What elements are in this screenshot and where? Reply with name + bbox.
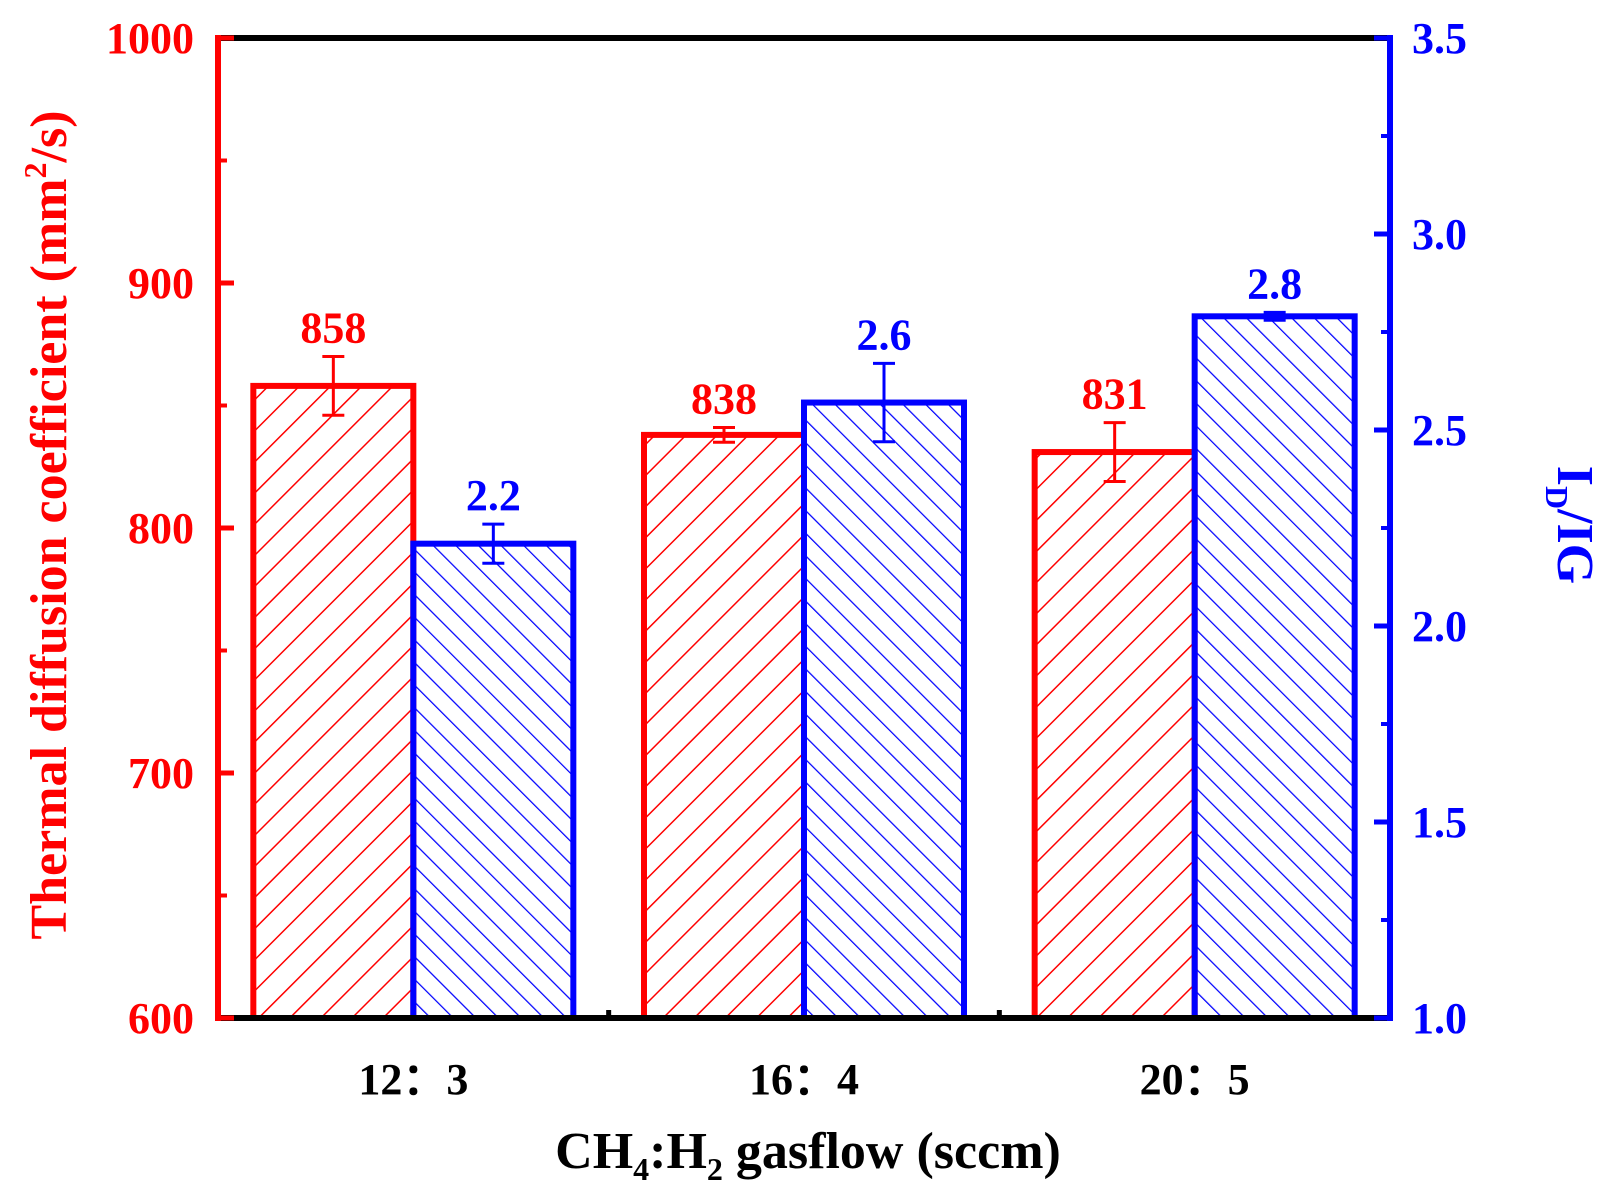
data-label-left-2: 831 — [1082, 370, 1148, 419]
bars-layer — [250, 310, 1358, 1021]
bar-right-2 — [1191, 313, 1358, 1021]
y-right-tick-label-1: 1.5 — [1412, 798, 1467, 847]
bar-left-0 — [250, 382, 417, 1021]
data-label-right-1: 2.6 — [857, 310, 912, 359]
bar-left-1 — [641, 431, 807, 1021]
y-left-tick-label-2: 800 — [128, 504, 194, 553]
y-left-tick-label-4: 1000 — [106, 14, 194, 63]
y-left-tick-label-1: 700 — [128, 749, 194, 798]
x-axis-title: CH4:H2 gasflow (sccm) — [555, 1123, 1061, 1187]
y-left-tick-label-0: 600 — [128, 994, 194, 1043]
axes-layer: 600 700 800 900 1000 1.0 1.5 2.0 2.5 3.0 3.5 12：3 16… — [106, 14, 1467, 1104]
data-label-right-0: 2.2 — [466, 471, 521, 520]
y-right-tick-label-5: 3.5 — [1412, 14, 1467, 63]
bar-right-0 — [410, 540, 577, 1021]
y-right-tick-label-0: 1.0 — [1412, 994, 1467, 1043]
y-left-tick-label-3: 900 — [128, 259, 194, 308]
data-label-left-1: 838 — [691, 375, 757, 424]
x-tick-label-0: 12：3 — [358, 1055, 468, 1104]
y-right-tick-label-3: 2.5 — [1412, 406, 1467, 455]
y-right-tick-label-2: 2.0 — [1412, 602, 1467, 651]
x-tick-label-1: 16：4 — [749, 1055, 859, 1104]
data-label-right-2: 2.8 — [1247, 259, 1302, 308]
y-axis-left-title: Thermal diffusion coefficient (mm2/s) — [17, 110, 78, 939]
x-tick-label-2: 20：5 — [1140, 1055, 1250, 1104]
y-axis-right-title: ID/IG — [1539, 466, 1603, 585]
bar-right-1 — [801, 399, 967, 1021]
data-label-left-0: 858 — [300, 304, 366, 353]
labels-layer: 858 838 831 2.2 2.6 2.8 — [300, 259, 1302, 520]
bar-left-2 — [1031, 449, 1198, 1021]
y-right-tick-label-4: 3.0 — [1412, 210, 1467, 259]
